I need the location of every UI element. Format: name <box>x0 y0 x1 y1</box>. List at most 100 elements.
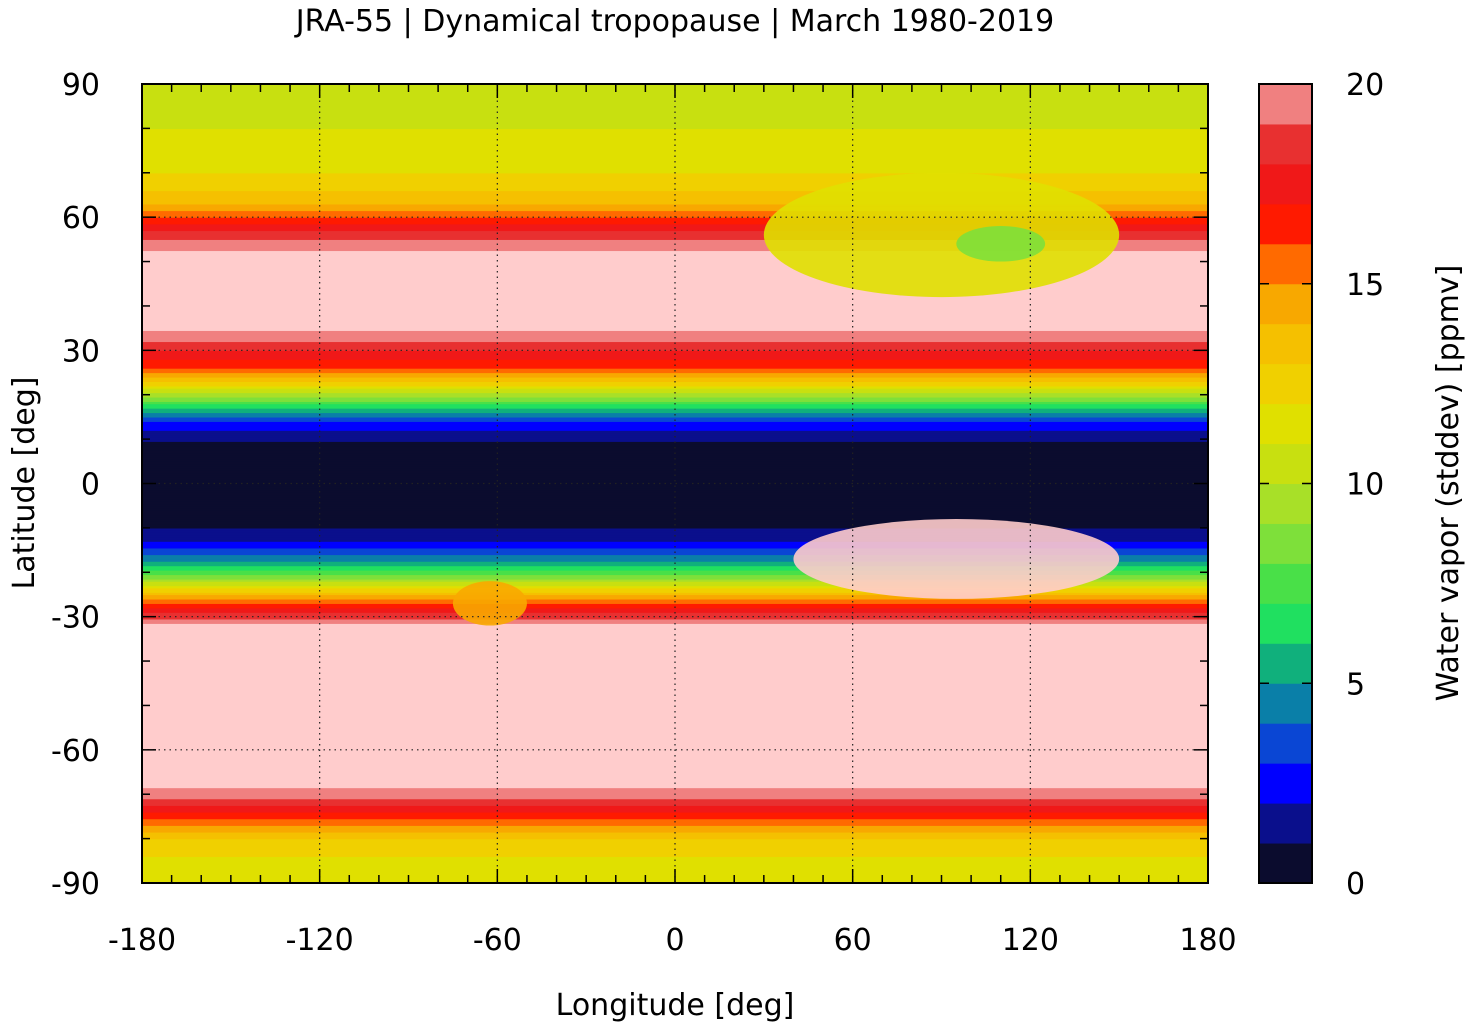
field-band <box>142 234 1208 238</box>
field-band <box>142 525 1208 529</box>
field-band <box>142 101 1208 105</box>
field-band <box>142 729 1208 733</box>
field-band <box>142 647 1208 651</box>
field-band <box>142 547 1208 551</box>
field-band <box>142 752 1208 755</box>
field-band <box>142 772 1208 775</box>
field-band <box>142 527 1208 531</box>
field-band <box>142 106 1208 110</box>
field-band <box>142 179 1208 183</box>
field-band <box>142 265 1208 269</box>
field-band <box>142 707 1208 711</box>
field-band <box>142 689 1208 693</box>
field-band <box>142 736 1208 740</box>
field-band <box>142 97 1208 101</box>
field-band <box>142 756 1208 760</box>
colorbar-segment <box>1259 84 1312 125</box>
field-band <box>142 103 1208 107</box>
field-band <box>142 288 1208 292</box>
colorbar-tick-label: 15 <box>1346 268 1384 303</box>
field-band <box>142 596 1208 600</box>
field-band <box>142 183 1208 187</box>
field-band <box>142 472 1208 476</box>
field-band <box>142 494 1208 498</box>
field-band <box>142 723 1208 727</box>
field-band <box>142 268 1208 272</box>
field-band <box>142 194 1208 198</box>
field-band <box>142 618 1208 622</box>
field-band <box>142 135 1208 138</box>
colorbar-segment <box>1259 483 1312 524</box>
field-band <box>142 570 1208 573</box>
field-band <box>142 299 1208 303</box>
field-band <box>142 139 1208 143</box>
field-band <box>142 439 1208 442</box>
field-band <box>142 740 1208 744</box>
colorbar-ticks: 0 5 10 15 20 <box>1259 68 1384 902</box>
colorbar-segment <box>1259 763 1312 804</box>
field-band <box>142 785 1208 789</box>
regional-feature <box>956 226 1046 262</box>
field-band <box>142 663 1208 667</box>
field-band <box>142 461 1208 465</box>
field-band <box>142 614 1208 618</box>
field-band <box>142 774 1208 778</box>
x-tick-label: 120 <box>1002 923 1059 958</box>
field-band <box>142 201 1208 205</box>
field-band <box>142 239 1208 243</box>
y-tick-label: -60 <box>51 734 100 769</box>
field-band <box>142 126 1208 129</box>
field-band <box>142 150 1208 154</box>
x-tick-label: 180 <box>1179 923 1236 958</box>
field-band <box>142 161 1208 165</box>
field-band <box>142 636 1208 640</box>
field-band <box>142 851 1208 855</box>
field-band <box>142 148 1208 152</box>
field-band <box>142 654 1208 658</box>
field-band <box>142 274 1208 278</box>
field-band <box>142 257 1208 260</box>
field-band <box>142 359 1208 363</box>
colorbar-segment <box>1259 403 1312 445</box>
field-band <box>142 587 1208 591</box>
colorbar: 0 5 10 15 20 <box>1258 68 1384 902</box>
field-band <box>142 399 1208 402</box>
plot-area <box>141 83 1209 884</box>
field-band <box>142 863 1208 866</box>
field-band <box>142 285 1208 289</box>
field-band <box>142 410 1208 414</box>
field-band <box>142 152 1208 156</box>
field-band <box>142 370 1208 374</box>
field-band <box>142 701 1208 704</box>
field-band <box>142 536 1208 540</box>
field-band <box>142 738 1208 742</box>
colorbar-tick-label: 20 <box>1346 68 1384 103</box>
field-band <box>142 632 1208 636</box>
field-band <box>142 115 1208 118</box>
x-tick-label: -120 <box>286 923 354 958</box>
field-band <box>142 849 1208 853</box>
colorbar-tick-label: 0 <box>1346 867 1365 902</box>
field-band <box>142 310 1208 314</box>
field-band <box>142 585 1208 589</box>
colorbar-segment <box>1259 443 1312 484</box>
field-band <box>142 423 1208 427</box>
field-band <box>142 356 1208 360</box>
field-band <box>142 157 1208 161</box>
field-band <box>142 332 1208 336</box>
field-band <box>142 228 1208 232</box>
field-band <box>142 658 1208 662</box>
field-band <box>142 372 1208 376</box>
regional-feature <box>763 172 1120 298</box>
field-band <box>142 317 1208 320</box>
grid <box>142 84 1208 883</box>
colorbar-segment <box>1259 363 1312 405</box>
chart-title: JRA-55 | Dynamical tropopause | March 19… <box>294 4 1054 39</box>
colorbar-segment <box>1259 123 1312 165</box>
field-band <box>142 447 1208 451</box>
colorbar-segment <box>1259 843 1312 884</box>
field-band <box>142 685 1208 689</box>
field-band <box>142 563 1208 567</box>
field-band <box>142 718 1208 722</box>
y-tick-label: 30 <box>62 334 100 369</box>
